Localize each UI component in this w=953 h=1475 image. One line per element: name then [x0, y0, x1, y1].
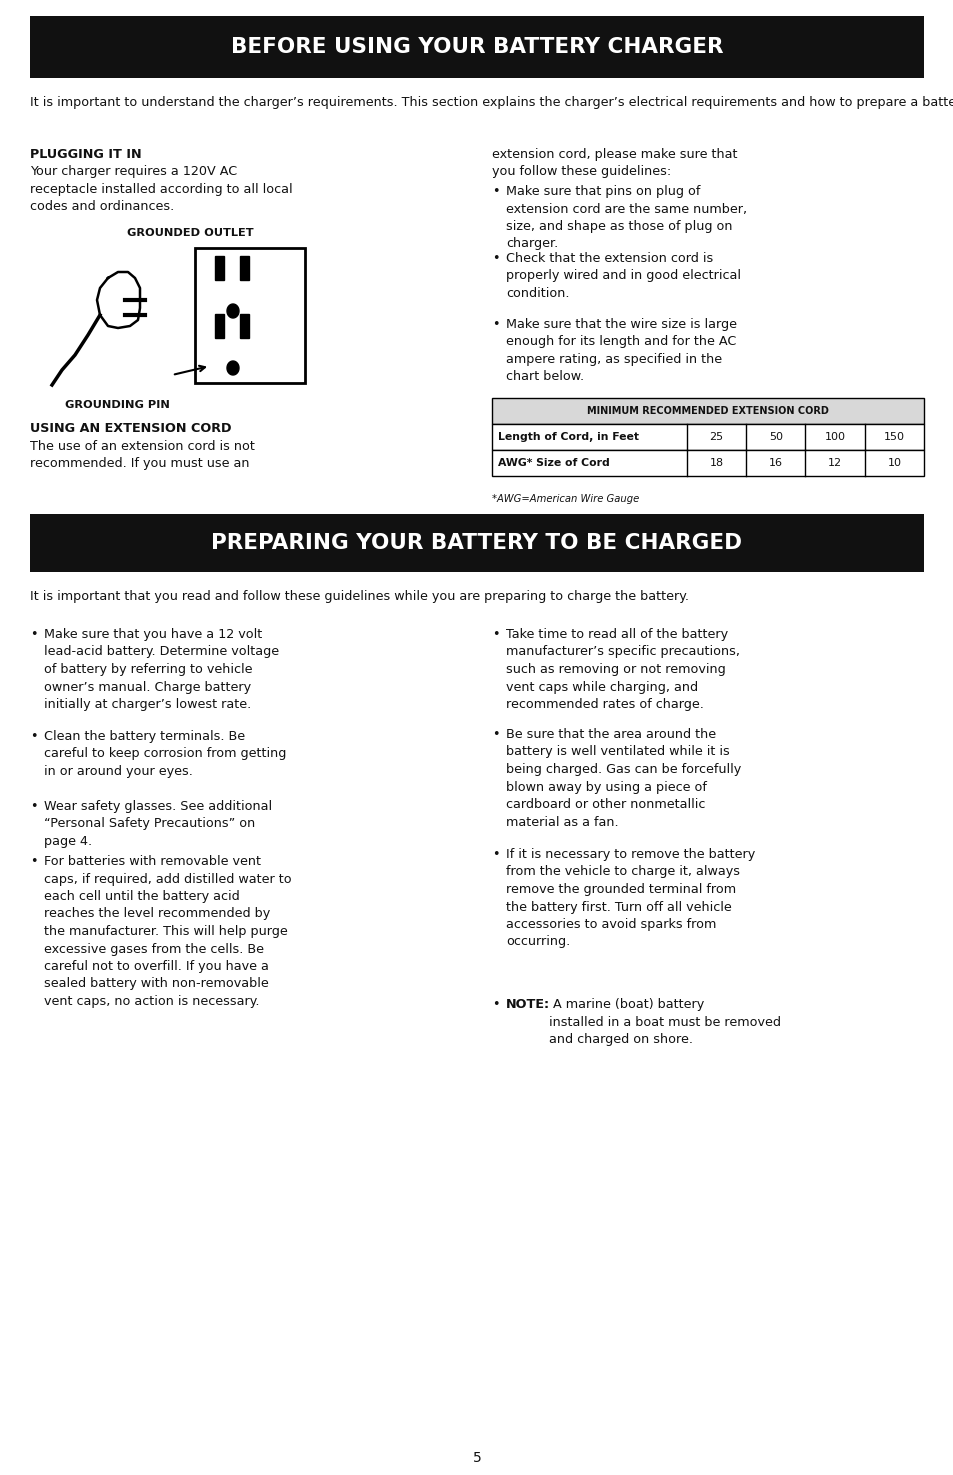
Text: Length of Cord, in Feet: Length of Cord, in Feet — [497, 432, 639, 442]
Text: PLUGGING IT IN: PLUGGING IT IN — [30, 148, 141, 161]
Text: Be sure that the area around the
battery is well ventilated while it is
being ch: Be sure that the area around the battery… — [505, 729, 740, 829]
Text: •: • — [492, 848, 499, 861]
Bar — [214, 314, 224, 338]
Text: It is important that you read and follow these guidelines while you are preparin: It is important that you read and follow… — [30, 590, 688, 603]
Text: NOTE:: NOTE: — [505, 999, 550, 1010]
Text: PREPARING YOUR BATTERY TO BE CHARGED: PREPARING YOUR BATTERY TO BE CHARGED — [212, 532, 741, 553]
Text: Your charger requires a 120V AC
receptacle installed according to all local
code: Your charger requires a 120V AC receptac… — [30, 165, 293, 212]
Bar — [30, 513, 923, 572]
Text: Clean the battery terminals. Be
careful to keep corrosion from getting
in or aro: Clean the battery terminals. Be careful … — [44, 730, 286, 777]
Text: •: • — [492, 252, 499, 266]
Text: 100: 100 — [823, 432, 844, 442]
Text: 25: 25 — [709, 432, 723, 442]
Text: 18: 18 — [709, 459, 723, 468]
Text: AWG* Size of Cord: AWG* Size of Cord — [497, 459, 609, 468]
Text: •: • — [492, 999, 499, 1010]
Text: Check that the extension cord is
properly wired and in good electrical
condition: Check that the extension cord is properl… — [505, 252, 740, 299]
Text: USING AN EXTENSION CORD: USING AN EXTENSION CORD — [30, 422, 232, 435]
Text: extension cord, please make sure that
you follow these guidelines:: extension cord, please make sure that yo… — [492, 148, 737, 178]
Text: 12: 12 — [827, 459, 841, 468]
Text: 10: 10 — [886, 459, 901, 468]
Bar — [194, 248, 305, 384]
Bar — [30, 16, 923, 78]
Text: GROUNDED OUTLET: GROUNDED OUTLET — [127, 229, 253, 237]
Text: *AWG=American Wire Gauge: *AWG=American Wire Gauge — [492, 494, 639, 504]
Text: 150: 150 — [882, 432, 904, 442]
Text: Take time to read all of the battery
manufacturer’s specific precautions,
such a: Take time to read all of the battery man… — [505, 628, 740, 711]
Bar — [492, 398, 923, 423]
Text: MINIMUM RECOMMENDED EXTENSION CORD: MINIMUM RECOMMENDED EXTENSION CORD — [586, 406, 828, 416]
Text: A marine (boat) battery
installed in a boat must be removed
and charged on shore: A marine (boat) battery installed in a b… — [548, 999, 781, 1046]
Text: •: • — [30, 730, 37, 743]
Bar — [214, 257, 224, 280]
Bar — [492, 450, 923, 476]
Bar — [240, 257, 249, 280]
Text: If it is necessary to remove the battery
from the vehicle to charge it, always
r: If it is necessary to remove the battery… — [505, 848, 755, 948]
Text: •: • — [492, 729, 499, 740]
Polygon shape — [227, 304, 239, 319]
Text: •: • — [30, 855, 37, 867]
Bar — [240, 314, 249, 338]
Text: 16: 16 — [768, 459, 782, 468]
Text: 50: 50 — [768, 432, 782, 442]
Polygon shape — [227, 361, 239, 375]
Text: •: • — [492, 319, 499, 330]
Text: For batteries with removable vent
caps, if required, add distilled water to
each: For batteries with removable vent caps, … — [44, 855, 292, 1007]
Text: Make sure that the wire size is large
enough for its length and for the AC
amper: Make sure that the wire size is large en… — [505, 319, 737, 384]
Text: •: • — [30, 799, 37, 813]
Bar — [492, 423, 923, 450]
Polygon shape — [97, 271, 140, 327]
Text: Make sure that pins on plug of
extension cord are the same number,
size, and sha: Make sure that pins on plug of extension… — [505, 184, 746, 251]
Text: BEFORE USING YOUR BATTERY CHARGER: BEFORE USING YOUR BATTERY CHARGER — [231, 37, 722, 58]
Text: Wear safety glasses. See additional
“Personal Safety Precautions” on
page 4.: Wear safety glasses. See additional “Per… — [44, 799, 272, 848]
Text: •: • — [492, 184, 499, 198]
Text: 5: 5 — [472, 1451, 481, 1465]
Text: It is important to understand the charger’s requirements. This section explains : It is important to understand the charge… — [30, 96, 953, 109]
Text: •: • — [492, 628, 499, 642]
Text: •: • — [30, 628, 37, 642]
Text: GROUNDING PIN: GROUNDING PIN — [65, 400, 170, 410]
Text: The use of an extension cord is not
recommended. If you must use an: The use of an extension cord is not reco… — [30, 440, 254, 471]
Text: Make sure that you have a 12 volt
lead-acid battery. Determine voltage
of batter: Make sure that you have a 12 volt lead-a… — [44, 628, 279, 711]
